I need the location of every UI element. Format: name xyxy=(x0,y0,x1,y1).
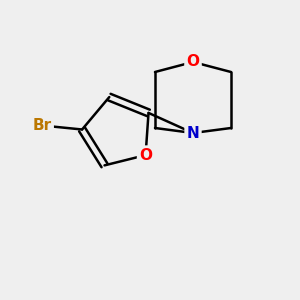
Text: O: O xyxy=(139,148,152,163)
Text: O: O xyxy=(187,55,200,70)
Text: N: N xyxy=(187,125,200,140)
Text: Br: Br xyxy=(32,118,52,133)
